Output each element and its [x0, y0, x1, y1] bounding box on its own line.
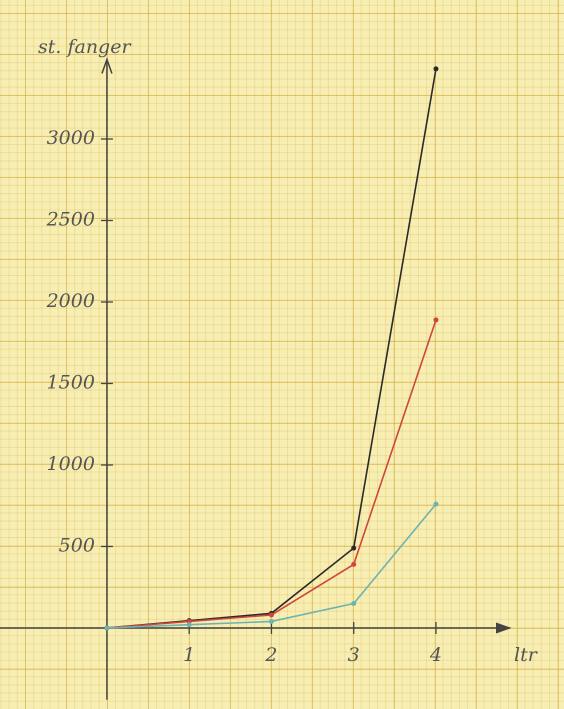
- data-point: [351, 546, 356, 551]
- data-point: [433, 502, 438, 507]
- y-tick-label: 1500: [47, 371, 95, 393]
- data-point: [433, 317, 438, 322]
- x-tick-label: 3: [348, 644, 360, 666]
- data-point: [269, 612, 274, 617]
- x-tick-label: 2: [264, 644, 277, 666]
- data-point: [351, 601, 356, 606]
- graph-paper: st. fanger ltr 500 1000 1500 2000 2500 3000 1 2…: [0, 0, 564, 709]
- data-line: [107, 320, 436, 628]
- y-tick-label: 2500: [46, 208, 95, 230]
- x-axis-label: ltr: [514, 644, 539, 666]
- data-line: [107, 69, 436, 628]
- data-point: [351, 562, 356, 567]
- y-tick-label: 1000: [47, 453, 95, 475]
- x-axis-arrow: [496, 623, 510, 633]
- data-point: [269, 619, 274, 624]
- y-tick-label: 500: [59, 534, 95, 556]
- y-tick-label: 2000: [46, 290, 95, 312]
- y-tick-label: 3000: [47, 127, 95, 149]
- data-point: [433, 66, 438, 71]
- data-point: [104, 625, 109, 630]
- y-axis-label: st. fanger: [38, 36, 132, 58]
- data-line: [107, 504, 436, 628]
- x-tick-label: 1: [183, 644, 195, 666]
- x-tick-label: 4: [429, 644, 442, 666]
- data-point: [187, 622, 192, 627]
- chart: st. fanger ltr 500 1000 1500 2000 2500 3000 1 2…: [0, 0, 564, 709]
